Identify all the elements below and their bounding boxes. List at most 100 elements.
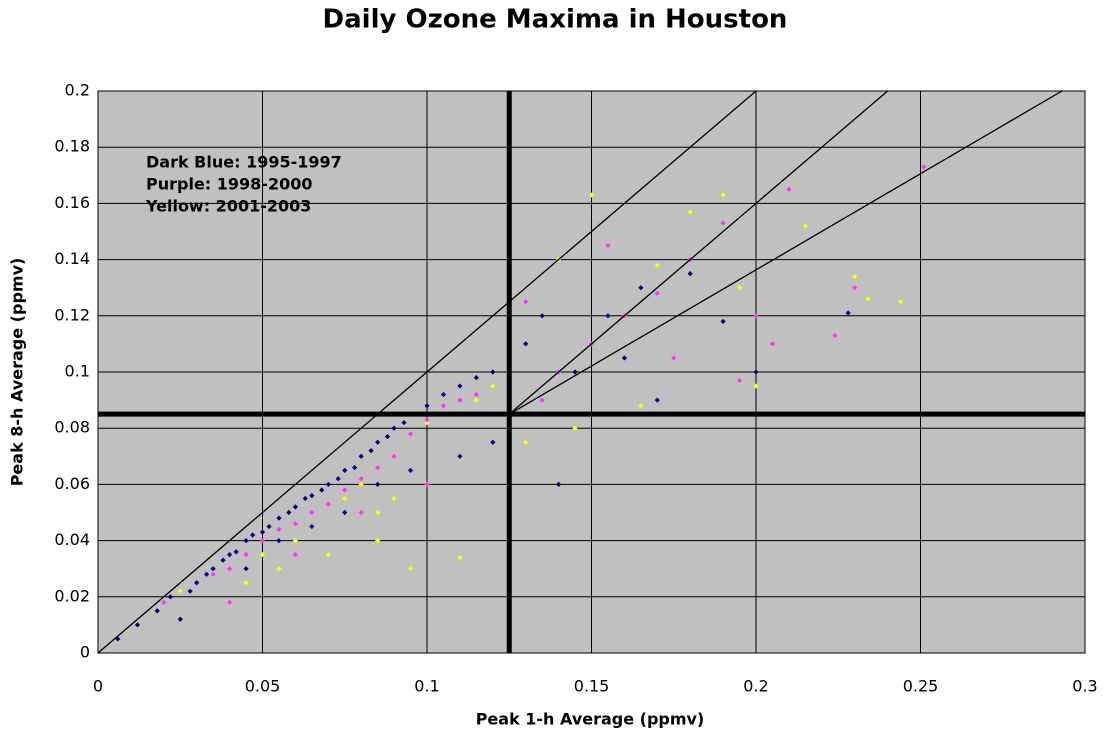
point — [407, 566, 414, 572]
point — [424, 481, 430, 487]
point — [167, 594, 173, 600]
point — [687, 271, 693, 277]
point — [654, 397, 660, 403]
x-tick-label: 0.05 — [245, 677, 281, 696]
point — [654, 290, 660, 296]
reference-line — [508, 90, 1063, 415]
point — [588, 192, 595, 198]
chart-title: Daily Ozone Maxima in Houston — [323, 5, 788, 35]
point — [243, 552, 249, 558]
point — [210, 571, 216, 577]
point — [375, 464, 381, 471]
point — [266, 523, 272, 530]
point — [490, 383, 496, 389]
point — [473, 375, 479, 381]
point — [358, 453, 364, 459]
point — [309, 509, 315, 516]
point — [753, 369, 759, 375]
point — [473, 391, 479, 398]
x-tick-label: 0.25 — [903, 677, 939, 696]
point — [407, 431, 414, 437]
point — [424, 419, 430, 426]
y-tick-label: 0.06 — [54, 474, 90, 493]
point — [523, 341, 529, 347]
point — [401, 419, 407, 426]
point — [368, 448, 374, 454]
point — [325, 552, 331, 558]
point — [161, 599, 167, 606]
point — [309, 523, 315, 530]
point — [720, 318, 726, 325]
point — [457, 554, 463, 561]
point — [292, 538, 298, 544]
point — [457, 397, 463, 403]
point — [523, 299, 529, 305]
point — [227, 566, 233, 572]
point — [490, 439, 496, 445]
point — [605, 313, 611, 319]
point — [227, 599, 233, 606]
point — [243, 580, 249, 586]
point — [259, 538, 266, 544]
point — [424, 403, 430, 409]
point — [852, 285, 858, 291]
y-tick-label: 0.18 — [54, 137, 90, 156]
point — [276, 526, 282, 532]
point — [358, 481, 364, 487]
point — [243, 538, 249, 544]
point — [605, 242, 611, 249]
point — [276, 515, 282, 521]
y-tick-label: 0.2 — [65, 81, 90, 100]
point — [342, 467, 348, 473]
point — [638, 403, 644, 409]
point — [375, 538, 381, 544]
point — [523, 439, 529, 445]
point — [250, 532, 256, 538]
point — [384, 434, 391, 440]
y-tick-label: 0.04 — [54, 530, 90, 549]
point — [572, 425, 578, 431]
point — [769, 341, 776, 347]
point — [407, 467, 414, 473]
point — [391, 495, 397, 502]
point — [276, 566, 282, 572]
point — [286, 509, 292, 516]
point — [572, 369, 578, 375]
x-tick-label: 0.1 — [414, 677, 439, 696]
x-tick-label: 0.15 — [574, 677, 610, 696]
point — [621, 355, 627, 361]
annotation: Yellow: 2001-2003 — [145, 197, 311, 216]
point — [335, 476, 341, 482]
point — [440, 403, 447, 409]
point — [852, 273, 858, 280]
point — [539, 313, 545, 319]
point — [375, 509, 381, 516]
point — [292, 521, 298, 527]
y-tick-label: 0.16 — [54, 193, 90, 212]
point — [539, 397, 545, 403]
y-tick-label: 0.1 — [65, 362, 90, 381]
point — [358, 509, 364, 516]
point — [177, 588, 183, 594]
point — [720, 220, 726, 226]
point — [220, 557, 226, 563]
point — [736, 285, 743, 291]
point — [194, 580, 200, 586]
point — [210, 566, 216, 572]
point — [203, 571, 210, 577]
point — [802, 223, 808, 229]
point — [921, 164, 927, 170]
annotation: Purple: 1998-2000 — [146, 175, 312, 194]
point — [302, 495, 308, 502]
point — [391, 453, 397, 459]
x-tick-label: 0.2 — [743, 677, 768, 696]
y-tick-label: 0.02 — [54, 586, 90, 605]
point — [556, 481, 562, 487]
point — [342, 509, 348, 516]
point — [259, 552, 266, 558]
point — [391, 425, 397, 431]
point — [753, 383, 759, 389]
annotation: Dark Blue: 1995-1997 — [146, 153, 342, 172]
y-tick-label: 0 — [80, 643, 90, 662]
point — [358, 476, 364, 482]
